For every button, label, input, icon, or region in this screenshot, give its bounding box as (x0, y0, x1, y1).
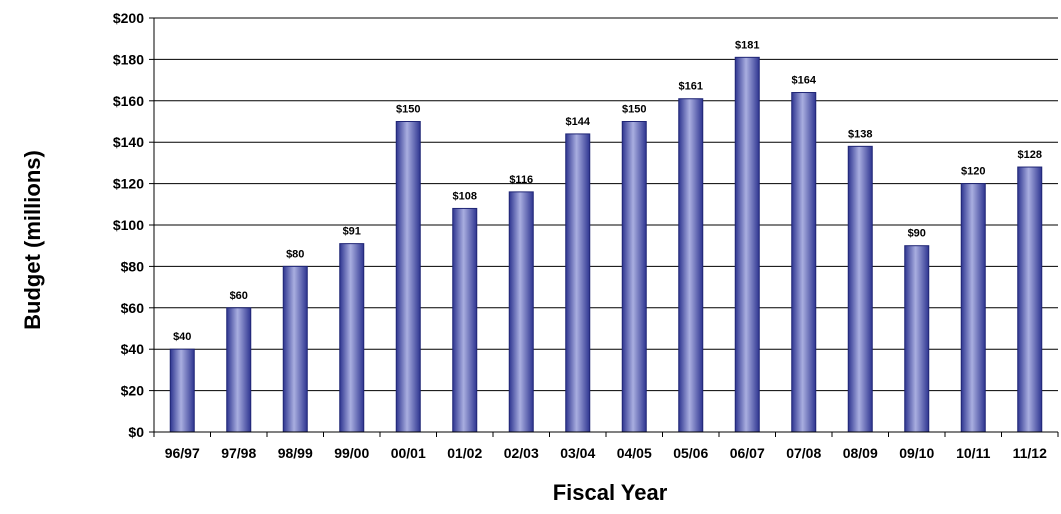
x-tick-label: 02/03 (504, 445, 539, 461)
data-label: $80 (286, 248, 304, 260)
bar-05-06 (678, 98, 704, 433)
y-tick-label: $180 (113, 51, 144, 67)
x-tick-label: 03/04 (560, 445, 595, 461)
y-tick-label: $200 (113, 10, 144, 26)
x-tick-label: 01/02 (447, 445, 482, 461)
y-tick-label: $160 (113, 93, 144, 109)
x-tick-label: 04/05 (617, 445, 652, 461)
data-label: $161 (679, 81, 703, 93)
data-label: $164 (792, 75, 817, 87)
data-labels: $40 $60 $80 $91 $150 $108 $116 $144 $150 $161 $181… (173, 39, 1042, 343)
bar-98-99 (282, 265, 308, 433)
data-label: $150 (622, 104, 646, 116)
x-tick-labels: 96/97 97/98 98/99 99/00 00/01 01/02 02/03 03/04… (165, 445, 1047, 461)
x-axis-title: Fiscal Year (553, 480, 668, 505)
bar-07-08 (791, 92, 817, 433)
x-tick-label: 96/97 (165, 445, 200, 461)
x-tick-label: 00/01 (391, 445, 426, 461)
y-tick-label: $100 (113, 217, 144, 233)
x-tick-label: 06/07 (730, 445, 765, 461)
y-tick-label: $0 (128, 424, 144, 440)
x-tick-label: 97/98 (221, 445, 256, 461)
bar-01-02 (452, 207, 478, 433)
bar-96-97 (169, 348, 195, 433)
x-tick-label: 07/08 (786, 445, 821, 461)
data-label: $150 (396, 104, 420, 116)
x-tick-label: 11/12 (1013, 445, 1047, 461)
data-label: $144 (566, 116, 591, 128)
bar-04-05 (621, 121, 647, 433)
data-label: $128 (1018, 149, 1042, 161)
y-tick-label: $140 (113, 134, 144, 150)
bar-00-01 (395, 121, 421, 433)
bar-03-04 (565, 133, 591, 433)
y-tick-label: $120 (113, 176, 144, 192)
y-tick-labels: $0 $20 $40 $60 $80 $100 $120 $140 $160 $180 $200 (113, 10, 144, 440)
bar-02-03 (508, 191, 534, 433)
x-tick-label: 05/06 (673, 445, 708, 461)
data-label: $116 (509, 174, 533, 186)
data-label: $40 (173, 331, 191, 343)
bar-11-12 (1017, 166, 1043, 433)
x-tick-label: 99/00 (334, 445, 369, 461)
x-tick-label: 10/11 (956, 445, 990, 461)
bar-99-00 (339, 243, 365, 433)
data-label: $120 (961, 166, 985, 178)
axes (149, 17, 1059, 437)
bars (169, 56, 1043, 433)
data-label: $91 (343, 226, 361, 238)
data-label: $90 (908, 228, 926, 240)
bar-06-07 (734, 56, 760, 433)
y-tick-label: $20 (121, 383, 145, 399)
x-tick-label: 09/10 (899, 445, 934, 461)
bar-10-11 (960, 183, 986, 433)
bar-08-09 (847, 145, 873, 433)
data-label: $138 (848, 128, 872, 140)
bar-09-10 (904, 245, 930, 433)
y-tick-label: $80 (121, 258, 145, 274)
y-tick-label: $60 (121, 300, 145, 316)
data-label: $60 (230, 290, 248, 302)
y-tick-label: $40 (121, 341, 145, 357)
x-tick-label: 08/09 (843, 445, 878, 461)
y-axis-title: Budget (millions) (20, 150, 45, 330)
x-tick-label: 98/99 (278, 445, 313, 461)
data-label: $181 (735, 39, 759, 51)
data-label: $108 (453, 190, 477, 202)
bar-97-98 (226, 307, 252, 433)
